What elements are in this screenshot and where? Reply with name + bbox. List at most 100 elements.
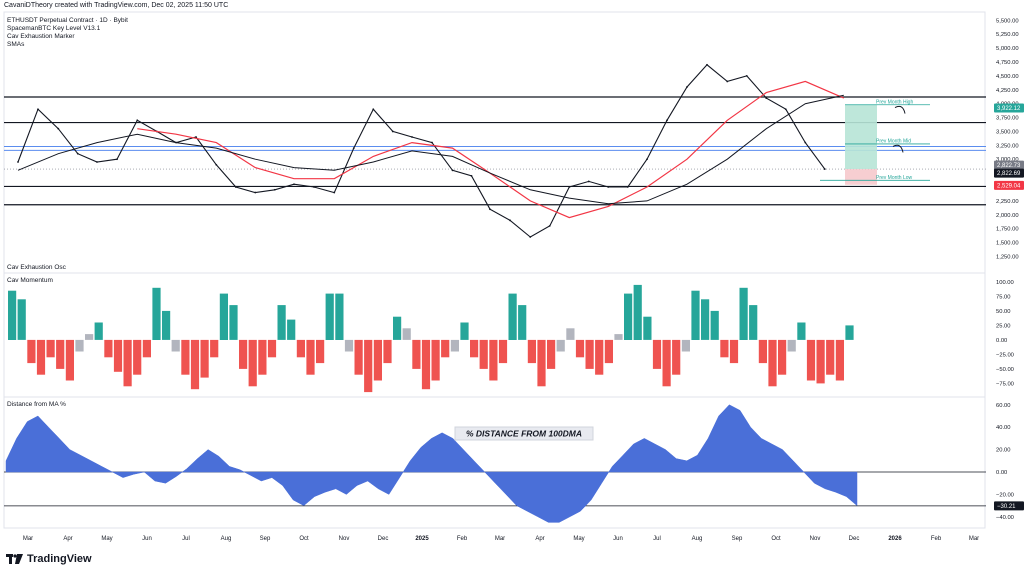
momentum-bar: [190, 339, 200, 390]
momentum-bar: [258, 339, 267, 375]
momentum-bar: [681, 339, 690, 352]
momentum-bar: [806, 339, 816, 381]
distance-axis-label: 60.00: [996, 403, 1011, 409]
momentum-bar: [75, 339, 84, 352]
price-axis-label: 3,250.00: [996, 143, 1019, 149]
indicator-key-level[interactable]: SpacemanBTC Key Level V13.1: [7, 25, 101, 32]
price-axis-label: 1,250.00: [996, 254, 1019, 260]
momentum-bar: [104, 339, 113, 358]
momentum-bar: [316, 339, 325, 364]
momentum-axis-label: 75.00: [996, 294, 1011, 300]
price-axis-label: 5,250.00: [996, 32, 1019, 38]
momentum-bar: [296, 339, 305, 358]
momentum-bar: [441, 339, 450, 358]
price-point: [372, 108, 375, 111]
momentum-bar: [835, 339, 844, 381]
tradingview-logo[interactable]: TradingView: [6, 553, 92, 565]
momentum-bar: [479, 339, 488, 369]
momentum-bar: [739, 287, 748, 340]
momentum-bar: [277, 305, 286, 340]
momentum-bar: [181, 339, 190, 375]
price-axis-label: 4,500.00: [996, 74, 1019, 80]
x-tick-label: 2025: [415, 536, 429, 542]
momentum-bar: [210, 339, 219, 358]
momentum-bar: [123, 339, 132, 387]
price-point: [646, 158, 648, 161]
momentum-bar: [758, 339, 767, 364]
distance-badge-label: −30.21: [997, 504, 1016, 510]
momentum-bar: [672, 339, 681, 375]
momentum-bar: [460, 322, 469, 340]
momentum-bar: [489, 339, 498, 381]
momentum-bar: [575, 339, 585, 358]
momentum-bar: [287, 319, 296, 340]
indicator-exhaustion-marker[interactable]: Cav Exhaustion Marker: [7, 33, 75, 40]
price-axis-label: 2,250.00: [996, 199, 1019, 205]
indicator-smas[interactable]: SMAs: [7, 41, 25, 48]
momentum-bar: [652, 339, 662, 369]
x-tick-label: 2026: [888, 536, 902, 542]
price-point: [568, 186, 571, 188]
momentum-axis-label: −75.00: [996, 381, 1014, 387]
price-point: [313, 186, 315, 188]
distance-axis-label: −20.00: [996, 492, 1014, 498]
momentum-bar: [354, 339, 363, 375]
price-axis-label: 1,750.00: [996, 227, 1019, 233]
pane-title-distance[interactable]: Distance from MA %: [7, 401, 66, 408]
x-tick-label: Mar: [23, 536, 33, 542]
momentum-axis-label: −50.00: [996, 367, 1014, 373]
key-level-label: Prev Month Mid: [876, 138, 911, 144]
arrow-icon: [892, 144, 904, 153]
pane-title-osc[interactable]: Cav Exhaustion Osc: [7, 264, 66, 271]
momentum-bar: [36, 339, 46, 375]
momentum-bar: [219, 293, 228, 340]
price-point: [509, 219, 511, 222]
price-badge: [994, 168, 1024, 178]
price-point: [293, 183, 295, 186]
momentum-bar: [431, 339, 440, 381]
momentum-bar: [797, 322, 806, 340]
momentum-bar: [633, 284, 642, 340]
momentum-bar: [94, 322, 103, 340]
momentum-bar: [142, 339, 151, 358]
price-badge-label: 2,822.69: [997, 171, 1021, 177]
momentum-bar: [171, 339, 180, 352]
momentum-bar: [17, 299, 26, 340]
momentum-bar: [498, 339, 508, 364]
price-axis-label: 3,000.00: [996, 157, 1019, 163]
momentum-bar: [393, 316, 402, 340]
price-axis-label: 4,750.00: [996, 60, 1019, 66]
x-tick-label: Oct: [771, 536, 781, 542]
momentum-bar: [373, 339, 382, 381]
momentum-bar: [200, 339, 209, 378]
series-line-sma-fast: [137, 80, 845, 219]
price-point: [215, 163, 218, 166]
momentum-bar: [364, 339, 373, 393]
x-tick-label: Apr: [63, 536, 72, 542]
momentum-bar: [643, 316, 652, 340]
x-tick-label: Aug: [221, 536, 232, 542]
x-tick-label: Dec: [849, 536, 860, 542]
momentum-bar: [729, 339, 739, 364]
price-point: [804, 141, 807, 144]
symbol-title[interactable]: ETHUSDT Perpetual Contract · 1D · Bybit: [7, 17, 128, 24]
price-point: [706, 63, 708, 66]
price-badge: [994, 160, 1024, 170]
price-point: [17, 161, 19, 163]
pane-title-momentum[interactable]: Cav Momentum: [7, 277, 53, 284]
price-point: [96, 161, 98, 163]
price-axis-label: 5,500.00: [996, 18, 1019, 24]
price-point: [195, 136, 197, 138]
momentum-axis-label: 100.00: [996, 280, 1014, 286]
x-tick-label: May: [101, 536, 112, 542]
momentum-bar: [65, 339, 74, 381]
momentum-bar: [556, 339, 565, 352]
price-point: [76, 152, 79, 155]
x-tick-label: Jul: [653, 536, 661, 542]
momentum-bar: [527, 339, 536, 364]
momentum-bar: [56, 339, 65, 369]
price-point: [411, 136, 413, 138]
momentum-bar: [547, 339, 556, 369]
key-level-label: Prev Month Low: [876, 175, 913, 181]
